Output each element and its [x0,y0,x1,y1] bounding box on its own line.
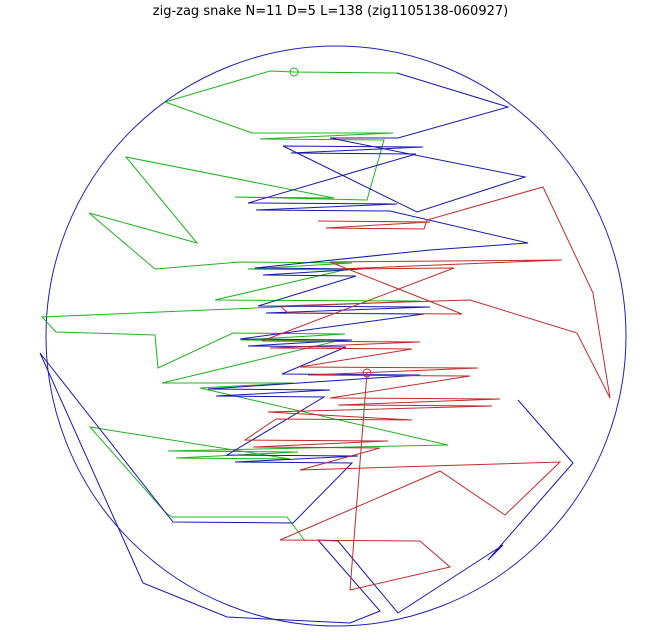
snake-segment-red [243,186,611,591]
boundary-circle [45,45,627,627]
figure-title: zig-zag snake N=11 D=5 L=138 (zig1105138… [152,4,509,19]
snake-segment-blue [39,72,574,624]
snake-segment-green [40,70,449,542]
start-marker [289,67,299,77]
end-marker [362,368,372,378]
